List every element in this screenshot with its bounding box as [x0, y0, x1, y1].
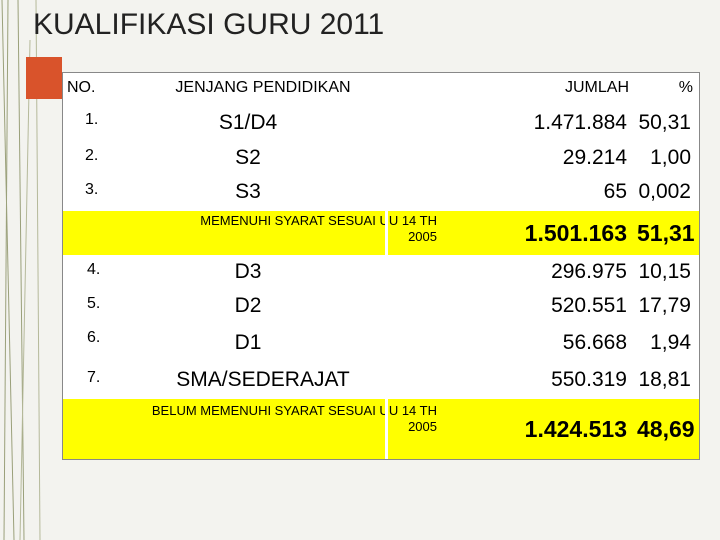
- page-title: KUALIFIKASI GURU 2011: [33, 8, 385, 41]
- row-jumlah: 65: [603, 180, 627, 203]
- row-jenjang: S3: [235, 180, 261, 203]
- row-jumlah: 296.975: [551, 260, 627, 283]
- table-row: 3. S3 65 0,002: [63, 175, 699, 209]
- summary-row-not-qualified: BELUM MEMENUHI SYARAT SESUAI UU 14 TH 20…: [63, 399, 699, 459]
- header-persen: %: [678, 79, 693, 96]
- row-persen: 1,00: [650, 146, 691, 169]
- row-no: 7.: [87, 369, 101, 386]
- table-row: 1. S1/D4 1.471.884 50,31: [63, 105, 699, 141]
- row-jumlah: 550.319: [551, 368, 627, 391]
- row-jenjang: D1: [234, 331, 262, 354]
- header-no: NO.: [67, 79, 96, 96]
- row-no: 3.: [85, 181, 99, 198]
- row-persen: 17,79: [638, 294, 691, 317]
- row-jenjang: S2: [235, 146, 261, 169]
- accent-block: [26, 57, 62, 99]
- row-persen: 0,002: [638, 180, 691, 203]
- row-jumlah: 1.424.513: [524, 416, 627, 442]
- row-jumlah: 1.501.163: [524, 220, 627, 246]
- table-row: 2. S2 29.214 1,00: [63, 141, 699, 175]
- row-no: 6.: [87, 329, 101, 346]
- column-divider: [385, 211, 388, 255]
- row-jumlah: 520.551: [551, 294, 627, 317]
- row-persen: 50,31: [638, 111, 691, 134]
- row-jumlah: 1.471.884: [533, 111, 627, 134]
- row-jumlah: 29.214: [562, 146, 627, 169]
- table-row: 5. D2 520.551 17,79: [63, 289, 699, 323]
- table-row: 7. SMA/SEDERAJAT 550.319 18,81: [63, 361, 699, 399]
- row-no: 1.: [85, 111, 99, 128]
- table-row: 4. D3 296.975 10,15: [63, 255, 699, 289]
- header-jumlah: JUMLAH: [564, 79, 629, 96]
- row-persen: 51,31: [637, 220, 695, 246]
- row-no: 5.: [87, 295, 101, 312]
- row-jenjang: SMA/SEDERAJAT: [176, 368, 350, 391]
- row-jumlah: 56.668: [562, 331, 627, 354]
- row-no: [63, 399, 109, 459]
- row-persen: 1,94: [650, 331, 691, 354]
- header-jenjang: JENJANG PENDIDIKAN: [175, 79, 351, 96]
- table-header: NO. JENJANG PENDIDIKAN JUMLAH %: [63, 73, 699, 103]
- table-row: 6. D1 56.668 1,94: [63, 323, 699, 361]
- row-jenjang: D3: [234, 260, 262, 283]
- row-no: 4.: [87, 261, 101, 278]
- row-jenjang: S1/D4: [218, 111, 278, 134]
- column-divider: [385, 399, 388, 459]
- summary-row-qualified: MEMENUHI SYARAT SESUAI UU 14 TH 2005 1.5…: [63, 211, 699, 255]
- row-jenjang: MEMENUHI SYARAT SESUAI UU 14 TH 2005: [200, 213, 437, 244]
- row-jenjang: D2: [234, 294, 262, 317]
- row-no: [63, 211, 109, 255]
- row-persen: 18,81: [638, 368, 691, 391]
- row-persen: 10,15: [638, 260, 691, 283]
- row-persen: 48,69: [637, 416, 695, 442]
- qualification-table: NO. JENJANG PENDIDIKAN JUMLAH % 1. S1/D4…: [62, 72, 700, 460]
- row-jenjang: BELUM MEMENUHI SYARAT SESUAI UU 14 TH 20…: [151, 403, 437, 434]
- row-no: 2.: [85, 147, 99, 164]
